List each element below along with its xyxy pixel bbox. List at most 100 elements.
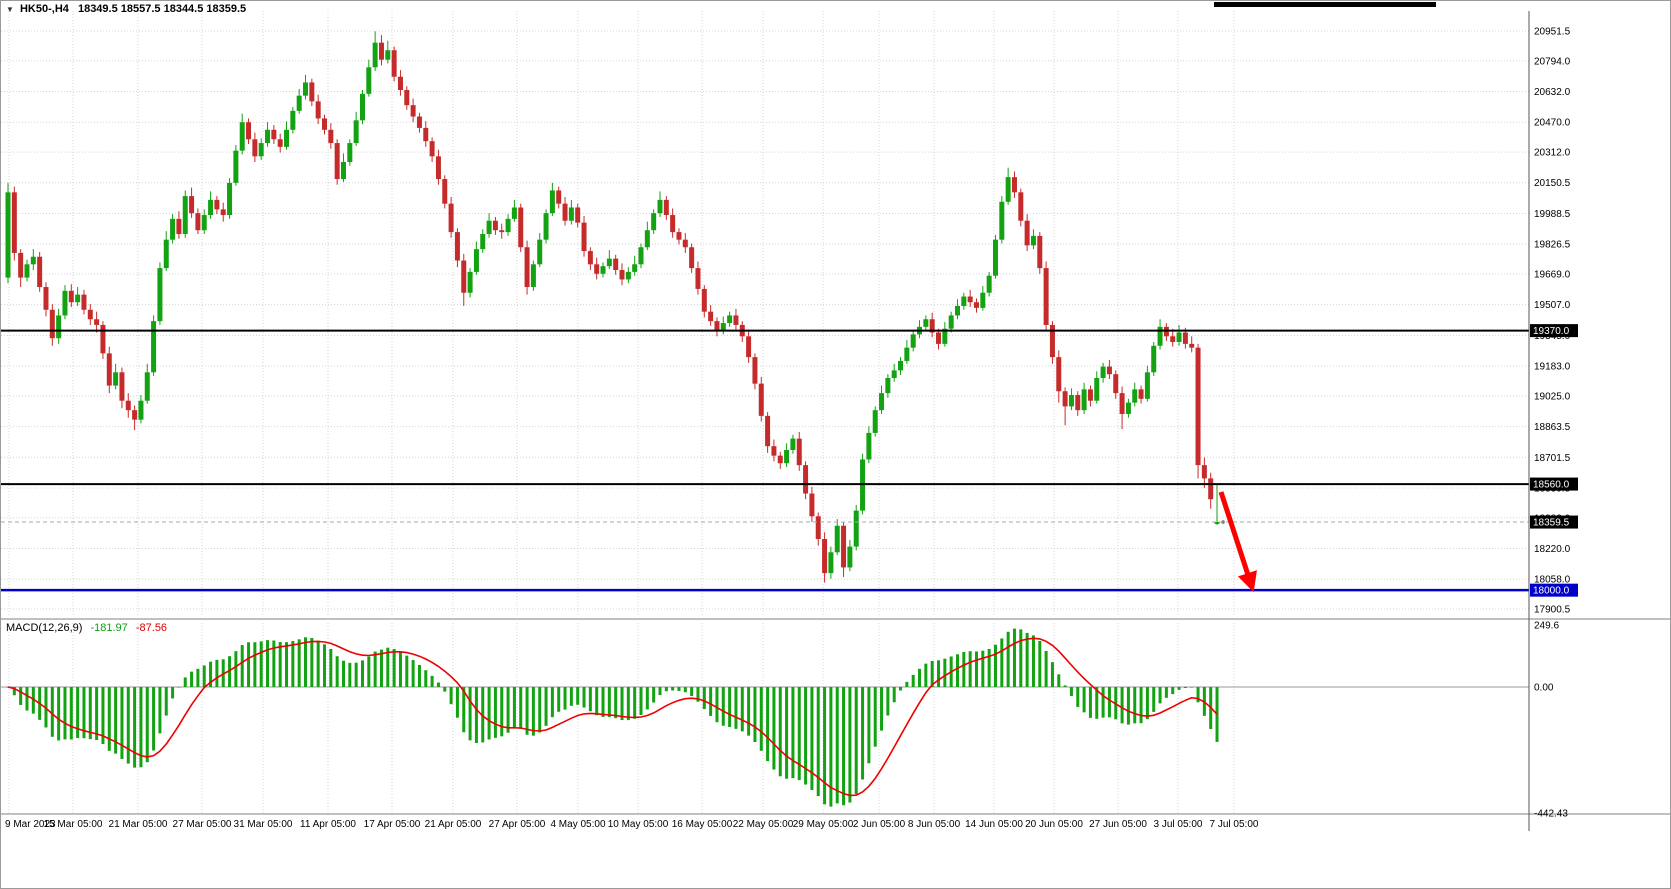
candle bbox=[872, 410, 878, 433]
candle bbox=[176, 218, 182, 234]
candle bbox=[284, 129, 290, 147]
svg-text:19507.0: 19507.0 bbox=[1534, 300, 1571, 311]
candle bbox=[416, 116, 422, 128]
candle bbox=[961, 296, 967, 306]
candle bbox=[265, 129, 271, 144]
candle bbox=[378, 42, 384, 60]
candle bbox=[771, 446, 777, 456]
candle bbox=[1030, 235, 1036, 246]
svg-text:9 Mar 2023: 9 Mar 2023 bbox=[5, 819, 56, 830]
candle bbox=[277, 139, 283, 147]
candle bbox=[1189, 343, 1195, 348]
candle bbox=[923, 319, 929, 327]
candle bbox=[885, 377, 891, 394]
candle bbox=[1075, 395, 1081, 411]
candle bbox=[929, 319, 935, 333]
candle bbox=[1087, 389, 1093, 401]
candle bbox=[151, 321, 157, 373]
top-scrollbar-thumb[interactable] bbox=[1214, 2, 1436, 7]
candle bbox=[359, 93, 365, 121]
candle bbox=[448, 203, 454, 233]
candle bbox=[163, 239, 169, 269]
candle bbox=[309, 82, 315, 102]
candle bbox=[701, 288, 707, 312]
svg-text:21 Mar 05:00: 21 Mar 05:00 bbox=[109, 819, 168, 830]
last-price-dot bbox=[1221, 520, 1225, 524]
candle bbox=[467, 271, 473, 293]
candle bbox=[784, 449, 790, 464]
candle bbox=[543, 213, 549, 240]
candle bbox=[106, 353, 112, 386]
candle bbox=[75, 294, 81, 303]
candle bbox=[1049, 324, 1055, 358]
svg-text:19826.5: 19826.5 bbox=[1534, 240, 1571, 251]
candle bbox=[537, 239, 543, 265]
candle bbox=[492, 220, 498, 231]
candle bbox=[340, 162, 346, 180]
candle bbox=[454, 232, 460, 261]
macd-indicator-label[interactable]: MACD(12,26,9) -181.97 -87.56 bbox=[6, 622, 167, 634]
macd-name: MACD(12,26,9) bbox=[6, 622, 83, 634]
candle bbox=[815, 516, 821, 540]
svg-text:18863.5: 18863.5 bbox=[1534, 422, 1571, 433]
candle bbox=[227, 182, 233, 216]
svg-text:18560.0: 18560.0 bbox=[1533, 480, 1570, 491]
candle bbox=[353, 120, 359, 144]
candle bbox=[303, 82, 309, 96]
candle bbox=[1170, 336, 1176, 342]
candle bbox=[195, 213, 201, 231]
quote-header: ▼ HK50-,H4 18349.5 18557.5 18344.5 18359… bbox=[6, 3, 246, 15]
trend-arrow[interactable] bbox=[1218, 491, 1257, 593]
candle bbox=[1138, 389, 1144, 399]
svg-text:18701.5: 18701.5 bbox=[1534, 453, 1571, 464]
candle bbox=[967, 296, 973, 303]
candle bbox=[1018, 192, 1024, 221]
candle bbox=[511, 207, 517, 219]
candle bbox=[676, 232, 682, 240]
candle bbox=[24, 264, 30, 278]
candle bbox=[505, 218, 511, 233]
candle bbox=[442, 179, 448, 204]
candle bbox=[252, 139, 258, 157]
candle bbox=[100, 324, 106, 354]
svg-text:20150.5: 20150.5 bbox=[1534, 178, 1571, 189]
candle bbox=[189, 196, 195, 214]
svg-text:0.00: 0.00 bbox=[1534, 683, 1554, 694]
candle bbox=[1005, 177, 1011, 202]
candle bbox=[138, 400, 144, 420]
candle bbox=[568, 207, 574, 221]
candle bbox=[606, 258, 612, 267]
horizontal-lines-layer[interactable] bbox=[1, 329, 1529, 592]
svg-text:22 May 05:00: 22 May 05:00 bbox=[733, 819, 794, 830]
svg-text:2 Jun 05:00: 2 Jun 05:00 bbox=[853, 819, 906, 830]
candle bbox=[879, 393, 885, 411]
candle bbox=[663, 199, 669, 216]
candle bbox=[410, 105, 416, 117]
candle bbox=[5, 192, 11, 278]
candle bbox=[1182, 332, 1188, 344]
svg-text:18000.0: 18000.0 bbox=[1533, 586, 1570, 597]
svg-text:20 Jun 05:00: 20 Jun 05:00 bbox=[1025, 819, 1083, 830]
candle bbox=[480, 233, 486, 250]
svg-text:18220.0: 18220.0 bbox=[1534, 544, 1571, 555]
candle bbox=[322, 118, 327, 130]
candle bbox=[587, 251, 593, 265]
candle bbox=[87, 309, 93, 320]
candle bbox=[720, 323, 726, 331]
svg-text:16 May 05:00: 16 May 05:00 bbox=[672, 819, 733, 830]
candle bbox=[575, 207, 581, 223]
candle bbox=[43, 287, 49, 310]
svg-text:29 May 05:00: 29 May 05:00 bbox=[793, 819, 854, 830]
candle bbox=[1214, 522, 1220, 524]
candle bbox=[758, 383, 764, 416]
candle bbox=[1062, 391, 1068, 407]
quote-ohlc-values: 18349.5 18557.5 18344.5 18359.5 bbox=[77, 3, 247, 15]
pane-separator[interactable] bbox=[1, 615, 1671, 815]
candle bbox=[1119, 393, 1125, 414]
macd-axis-labels[interactable]: 249.6 0.00 -442.43 bbox=[1534, 621, 1568, 820]
candle bbox=[714, 321, 720, 331]
macd-signal-line bbox=[7, 637, 1218, 797]
candle bbox=[239, 122, 245, 151]
